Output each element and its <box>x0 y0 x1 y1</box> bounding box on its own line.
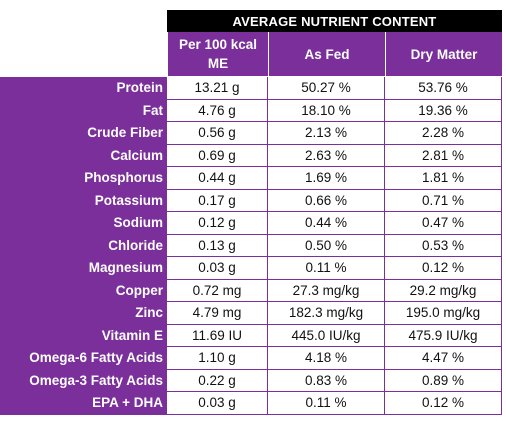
table-body: Protein 13.21 g 50.27 % 53.76 % Fat 4.76 g 18.… <box>0 76 502 415</box>
table-row: Vitamin E 11.69 IU 445.0 IU/kg 475.9 IU/kg <box>0 324 502 347</box>
cell-per-100-kcal: 4.76 g <box>167 99 268 122</box>
nutrient-table: AVERAGE NUTRIENT CONTENT Per 100 kcal ME… <box>0 10 502 415</box>
cell-as-fed: 0.50 % <box>268 234 385 257</box>
row-label: Fat <box>0 99 167 122</box>
cell-per-100-kcal: 0.17 g <box>167 189 268 212</box>
cell-dry-matter: 2.81 % <box>385 144 502 167</box>
table-row: Sodium 0.12 g 0.44 % 0.47 % <box>0 212 502 235</box>
column-header-as-fed: As Fed <box>268 32 385 76</box>
cell-dry-matter: 475.9 IU/kg <box>385 324 502 347</box>
cell-per-100-kcal: 11.69 IU <box>167 324 268 347</box>
cell-as-fed: 0.83 % <box>268 369 385 392</box>
cell-dry-matter: 195.0 mg/kg <box>385 302 502 325</box>
cell-dry-matter: 0.12 % <box>385 392 502 415</box>
cell-per-100-kcal: 0.03 g <box>167 392 268 415</box>
cell-as-fed: 0.44 % <box>268 212 385 235</box>
cell-per-100-kcal: 0.44 g <box>167 167 268 190</box>
table-row: Omega-6 Fatty Acids 1.10 g 4.18 % 4.47 % <box>0 347 502 370</box>
cell-as-fed: 1.69 % <box>268 167 385 190</box>
row-label: Sodium <box>0 212 167 235</box>
table-row: Protein 13.21 g 50.27 % 53.76 % <box>0 77 502 100</box>
cell-as-fed: 27.3 mg/kg <box>268 279 385 302</box>
cell-as-fed: 4.18 % <box>268 347 385 370</box>
cell-per-100-kcal: 0.72 mg <box>167 279 268 302</box>
cell-as-fed: 445.0 IU/kg <box>268 324 385 347</box>
table-row: Fat 4.76 g 18.10 % 19.36 % <box>0 99 502 122</box>
title-row: AVERAGE NUTRIENT CONTENT <box>0 10 502 32</box>
cell-dry-matter: 0.71 % <box>385 189 502 212</box>
cell-dry-matter: 29.2 mg/kg <box>385 279 502 302</box>
cell-dry-matter: 0.53 % <box>385 234 502 257</box>
row-label: Protein <box>0 77 167 100</box>
table-row: Calcium 0.69 g 2.63 % 2.81 % <box>0 144 502 167</box>
cell-dry-matter: 0.12 % <box>385 257 502 280</box>
table-row: Crude Fiber 0.56 g 2.13 % 2.28 % <box>0 122 502 145</box>
cell-dry-matter: 19.36 % <box>385 99 502 122</box>
cell-as-fed: 0.11 % <box>268 392 385 415</box>
cell-as-fed: 0.66 % <box>268 189 385 212</box>
cell-as-fed: 18.10 % <box>268 99 385 122</box>
row-label: EPA + DHA <box>0 392 167 415</box>
cell-dry-matter: 2.28 % <box>385 122 502 145</box>
cell-dry-matter: 4.47 % <box>385 347 502 370</box>
column-header-per-100-kcal: Per 100 kcal ME <box>167 32 268 76</box>
cell-per-100-kcal: 0.56 g <box>167 122 268 145</box>
cell-dry-matter: 1.81 % <box>385 167 502 190</box>
cell-dry-matter: 0.89 % <box>385 369 502 392</box>
cell-dry-matter: 0.47 % <box>385 212 502 235</box>
cell-per-100-kcal: 0.12 g <box>167 212 268 235</box>
table-row: EPA + DHA 0.03 g 0.11 % 0.12 % <box>0 392 502 415</box>
row-label: Chloride <box>0 234 167 257</box>
cell-per-100-kcal: 0.13 g <box>167 234 268 257</box>
cell-as-fed: 0.11 % <box>268 257 385 280</box>
table-title: AVERAGE NUTRIENT CONTENT <box>167 10 502 32</box>
cell-per-100-kcal: 0.22 g <box>167 369 268 392</box>
table-row: Potassium 0.17 g 0.66 % 0.71 % <box>0 189 502 212</box>
cell-per-100-kcal: 0.03 g <box>167 257 268 280</box>
column-header-row: Per 100 kcal ME As Fed Dry Matter <box>0 32 502 76</box>
table-row: Copper 0.72 mg 27.3 mg/kg 29.2 mg/kg <box>0 279 502 302</box>
row-label: Copper <box>0 279 167 302</box>
cell-as-fed: 2.63 % <box>268 144 385 167</box>
table-row: Zinc 4.79 mg 182.3 mg/kg 195.0 mg/kg <box>0 302 502 325</box>
cell-per-100-kcal: 4.79 mg <box>167 302 268 325</box>
table-row: Phosphorus 0.44 g 1.69 % 1.81 % <box>0 167 502 190</box>
row-label: Calcium <box>0 144 167 167</box>
row-label: Phosphorus <box>0 167 167 190</box>
table-row: Omega-3 Fatty Acids 0.22 g 0.83 % 0.89 % <box>0 369 502 392</box>
row-label: Crude Fiber <box>0 122 167 145</box>
row-label: Omega-3 Fatty Acids <box>0 369 167 392</box>
cell-as-fed: 182.3 mg/kg <box>268 302 385 325</box>
cell-as-fed: 50.27 % <box>268 77 385 100</box>
header-spacer <box>0 32 167 76</box>
cell-per-100-kcal: 1.10 g <box>167 347 268 370</box>
row-label: Omega-6 Fatty Acids <box>0 347 167 370</box>
row-label: Magnesium <box>0 257 167 280</box>
cell-per-100-kcal: 0.69 g <box>167 144 268 167</box>
table-row: Chloride 0.13 g 0.50 % 0.53 % <box>0 234 502 257</box>
row-label: Vitamin E <box>0 324 167 347</box>
cell-dry-matter: 53.76 % <box>385 77 502 100</box>
table-row: Magnesium 0.03 g 0.11 % 0.12 % <box>0 257 502 280</box>
row-label: Potassium <box>0 189 167 212</box>
cell-per-100-kcal: 13.21 g <box>167 77 268 100</box>
cell-as-fed: 2.13 % <box>268 122 385 145</box>
row-label: Zinc <box>0 302 167 325</box>
title-spacer <box>0 10 167 32</box>
column-header-dry-matter: Dry Matter <box>385 32 502 76</box>
